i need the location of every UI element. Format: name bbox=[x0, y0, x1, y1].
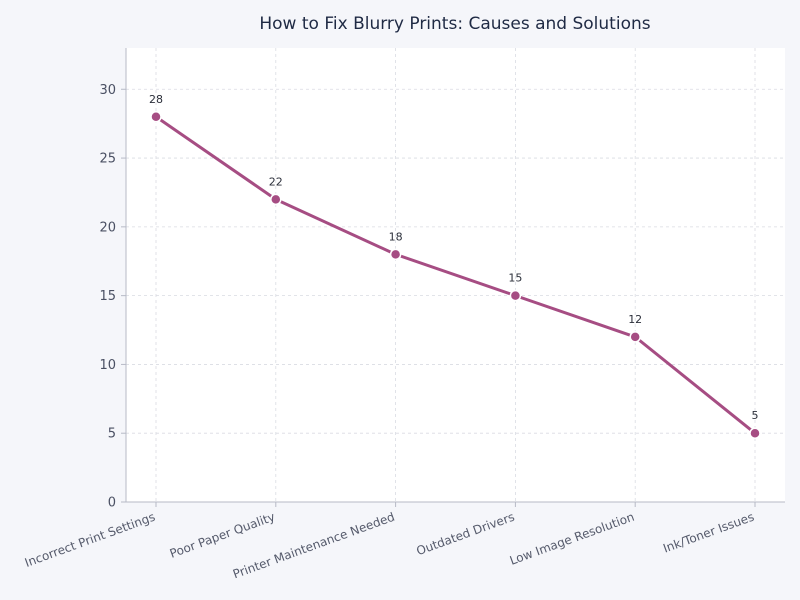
x-tick-label: Outdated Drivers bbox=[414, 510, 516, 559]
y-tick-label: 30 bbox=[99, 83, 116, 98]
data-label: 12 bbox=[628, 313, 642, 326]
x-tick-label: Incorrect Print Settings bbox=[23, 510, 157, 570]
data-points bbox=[150, 111, 761, 439]
data-point bbox=[389, 248, 402, 261]
data-label: 18 bbox=[389, 230, 403, 243]
data-point bbox=[749, 427, 761, 439]
data-label: 22 bbox=[269, 175, 283, 188]
grid bbox=[126, 48, 785, 502]
data-label: 5 bbox=[752, 409, 759, 422]
data-point bbox=[509, 289, 522, 302]
y-tick-label: 25 bbox=[99, 152, 116, 167]
y-tick-label: 20 bbox=[99, 220, 116, 235]
x-tick-label: Low Image Resolution bbox=[508, 510, 636, 568]
y-tick-label: 0 bbox=[108, 496, 116, 511]
axes bbox=[121, 48, 785, 507]
data-point bbox=[150, 111, 162, 123]
x-tick-label: Poor Paper Quality bbox=[168, 510, 277, 561]
series-line bbox=[154, 115, 757, 435]
y-tick-label: 5 bbox=[108, 427, 116, 442]
series bbox=[154, 115, 757, 435]
chart-title: How to Fix Blurry Prints: Causes and Sol… bbox=[259, 14, 650, 34]
data-labels: 28 22 18 15 12 5 bbox=[149, 93, 759, 422]
x-tick-label: Ink/Toner Issues bbox=[661, 510, 756, 556]
data-point bbox=[270, 193, 282, 206]
data-point bbox=[629, 331, 641, 343]
y-tick-label: 15 bbox=[99, 289, 116, 304]
data-label: 28 bbox=[149, 93, 163, 106]
y-tick-label: 10 bbox=[99, 358, 116, 373]
data-label: 15 bbox=[508, 272, 522, 285]
